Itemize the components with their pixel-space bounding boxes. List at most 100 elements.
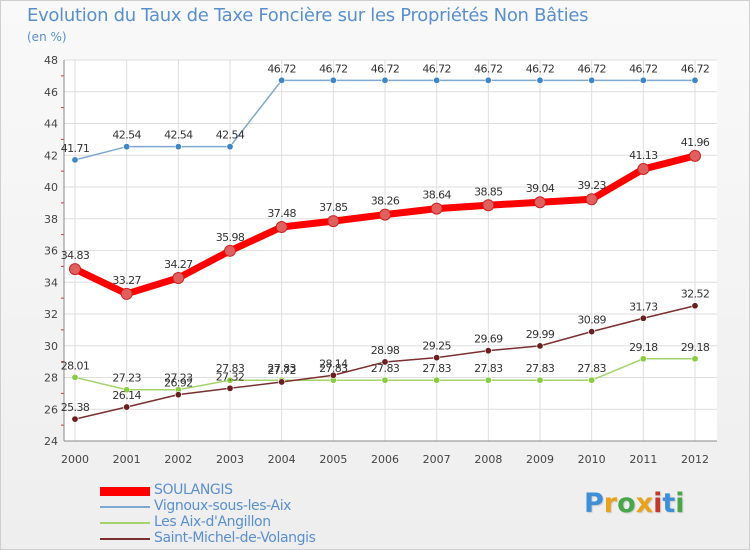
data-label: 33.27 xyxy=(112,274,141,287)
y-tick-label: 48 xyxy=(44,54,58,67)
x-tick-label: 2010 xyxy=(578,453,606,466)
data-label: 37.85 xyxy=(319,201,348,214)
chart-title: Evolution du Taux de Taxe Foncière sur l… xyxy=(27,5,589,26)
data-label: 27.83 xyxy=(526,362,555,375)
data-point xyxy=(482,199,495,212)
x-tick-label: 2007 xyxy=(423,453,451,466)
data-label: 46.72 xyxy=(319,62,348,75)
x-tick-label: 2006 xyxy=(371,453,399,466)
y-tick-label: 24 xyxy=(44,435,58,448)
data-label: 39.23 xyxy=(577,179,606,192)
data-point xyxy=(71,373,79,381)
data-point xyxy=(534,196,546,209)
logo-letter: i xyxy=(675,488,685,519)
data-label: 37.48 xyxy=(267,207,296,220)
data-label: 46.72 xyxy=(526,62,555,75)
x-tick-label: 2011 xyxy=(629,453,657,466)
legend-swatch xyxy=(100,538,150,540)
data-label: 46.72 xyxy=(422,62,451,75)
data-label: 46.72 xyxy=(681,62,710,75)
data-point xyxy=(379,208,391,221)
y-tick-label: 28 xyxy=(44,372,58,385)
data-label: 27.83 xyxy=(216,362,245,375)
data-point xyxy=(123,386,131,394)
data-point xyxy=(433,376,441,384)
data-point xyxy=(71,156,79,164)
data-label: 46.72 xyxy=(577,62,606,75)
y-tick-label: 36 xyxy=(44,245,58,258)
y-tick-label: 26 xyxy=(44,403,58,416)
data-label: 46.72 xyxy=(371,62,400,75)
data-point xyxy=(226,376,234,384)
y-tick-label: 38 xyxy=(44,213,58,226)
data-point xyxy=(120,287,133,300)
data-point xyxy=(585,193,598,206)
data-label: 41.13 xyxy=(629,149,658,162)
data-point xyxy=(433,76,441,84)
data-point xyxy=(691,76,699,84)
data-label: 27.83 xyxy=(577,362,606,375)
logo-letter: r xyxy=(603,488,618,519)
data-point xyxy=(224,244,236,257)
data-label: 41.71 xyxy=(61,142,90,155)
data-point xyxy=(691,355,699,363)
data-point xyxy=(588,376,596,384)
data-point xyxy=(484,347,492,355)
data-point xyxy=(484,376,492,384)
data-label: 29.99 xyxy=(526,328,555,341)
data-point xyxy=(637,163,650,176)
data-label: 28.01 xyxy=(61,359,90,372)
legend-label: SOULANGIS xyxy=(154,482,233,498)
data-point xyxy=(381,76,389,84)
data-label: 46.72 xyxy=(267,62,296,75)
data-label: 26.92 xyxy=(164,377,193,390)
data-label: 27.83 xyxy=(319,362,348,375)
data-point xyxy=(689,149,701,162)
data-label: 39.04 xyxy=(526,182,555,195)
logo-letter: o xyxy=(617,488,636,519)
logo-letter: i xyxy=(653,488,663,519)
data-label: 29.18 xyxy=(681,341,710,354)
legend-label: Les Aix-d'Angillon xyxy=(154,514,271,530)
data-label: 41.96 xyxy=(681,136,710,149)
x-tick-label: 2012 xyxy=(681,453,709,466)
logo-letter: P xyxy=(584,488,604,519)
data-label: 46.72 xyxy=(474,62,503,75)
data-point xyxy=(174,391,182,399)
chart-subtitle: (en %) xyxy=(27,30,67,44)
data-label: 31.73 xyxy=(629,300,658,313)
data-point xyxy=(639,314,647,322)
data-label: 27.32 xyxy=(216,370,245,383)
data-point xyxy=(588,76,596,84)
data-point xyxy=(226,143,234,151)
data-label: 26.14 xyxy=(112,389,141,402)
data-point xyxy=(381,376,389,384)
data-point xyxy=(329,371,337,379)
data-point xyxy=(275,221,288,234)
data-point xyxy=(536,376,544,384)
data-label: 27.23 xyxy=(112,372,141,385)
data-label: 27.83 xyxy=(371,362,400,375)
logo-letter: t xyxy=(662,488,676,519)
x-tick-label: 2005 xyxy=(319,453,347,466)
data-label: 28.98 xyxy=(371,344,400,357)
data-label: 32.52 xyxy=(681,288,710,301)
data-label: 38.64 xyxy=(422,189,451,202)
data-label: 29.25 xyxy=(422,340,451,353)
data-point xyxy=(327,215,340,228)
data-label: 27.83 xyxy=(474,362,503,375)
data-label: 42.54 xyxy=(112,129,141,142)
y-tick-label: 34 xyxy=(44,276,58,289)
data-point xyxy=(71,415,79,423)
x-tick-label: 2008 xyxy=(474,453,502,466)
legend-label: Saint-Michel-de-Volangis xyxy=(154,530,316,546)
x-tick-label: 2000 xyxy=(61,453,89,466)
data-label: 34.27 xyxy=(164,258,193,271)
y-tick-label: 44 xyxy=(44,118,58,131)
data-label: 38.26 xyxy=(371,195,400,208)
data-point xyxy=(639,76,647,84)
data-label: 27.83 xyxy=(267,362,296,375)
data-point xyxy=(536,342,544,350)
data-point xyxy=(433,354,441,362)
